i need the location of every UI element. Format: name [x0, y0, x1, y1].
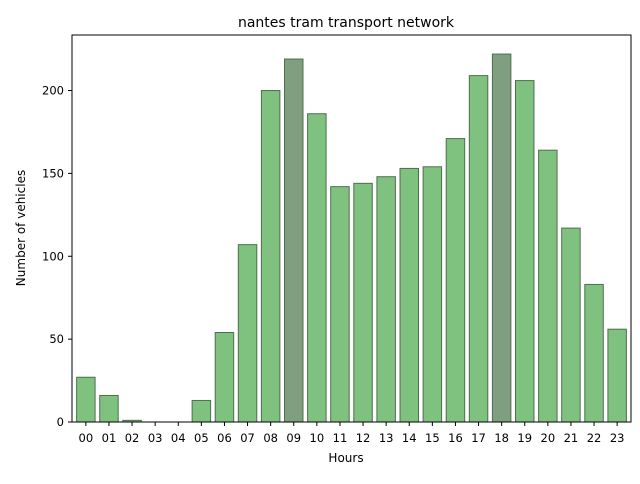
y-tick-label: 100 — [42, 249, 64, 263]
x-axis-label: Hours — [328, 451, 363, 465]
x-tick-label: 10 — [310, 431, 325, 445]
bar-19 — [515, 80, 535, 423]
y-tick-label: 0 — [57, 415, 64, 429]
bar-07 — [237, 244, 258, 423]
bar-23 — [607, 328, 627, 423]
bar-20 — [538, 149, 558, 423]
y-tick-label: 200 — [42, 84, 64, 98]
bar-11 — [330, 186, 350, 423]
y-ticks-group: 0 50 100 150 200 — [42, 84, 72, 429]
axes-frame — [71, 34, 632, 423]
x-tick-label: 20 — [541, 431, 556, 445]
bar-12 — [353, 182, 373, 423]
bar-05 — [191, 399, 212, 423]
bar-13 — [376, 176, 396, 423]
x-tick-label: 23 — [610, 431, 625, 445]
bar-08 — [260, 90, 281, 423]
x-tick-label: 03 — [148, 431, 163, 445]
bar-22 — [584, 283, 604, 423]
x-tick-label: 05 — [194, 431, 209, 445]
bars-group — [76, 53, 627, 423]
bar-21 — [561, 227, 581, 423]
x-ticks-group: 00 01 02 03 04 05 06 07 08 09 10 11 12 13 14 15 16 17 18 19… — [79, 422, 625, 445]
x-tick-label: 21 — [564, 431, 579, 445]
x-tick-label: 06 — [217, 431, 232, 445]
bar-18 — [491, 53, 512, 423]
bar-10 — [307, 113, 327, 423]
bar-14 — [399, 167, 419, 423]
x-tick-label: 19 — [517, 431, 532, 445]
x-tick-label: 08 — [263, 431, 278, 445]
x-tick-label: 07 — [240, 431, 255, 445]
x-tick-label: 18 — [494, 431, 509, 445]
x-tick-label: 15 — [425, 431, 440, 445]
x-tick-label: 04 — [171, 431, 186, 445]
chart-title: nantes tram transport network — [238, 15, 455, 31]
x-tick-label: 01 — [102, 431, 117, 445]
y-tick-label: 150 — [42, 166, 64, 180]
x-tick-label: 16 — [448, 431, 463, 445]
x-tick-label: 14 — [402, 431, 417, 445]
bar-15 — [422, 166, 443, 423]
y-tick-label: 50 — [49, 332, 64, 346]
x-tick-label: 13 — [379, 431, 394, 445]
x-tick-label: 00 — [79, 431, 94, 445]
bar-09 — [284, 58, 304, 423]
y-axis-label: Number of vehicles — [14, 170, 28, 286]
x-tick-label: 02 — [125, 431, 140, 445]
bar-00 — [76, 376, 96, 423]
x-tick-label: 12 — [356, 431, 371, 445]
x-tick-label: 11 — [333, 431, 348, 445]
bar-06 — [214, 332, 235, 423]
bar-17 — [468, 75, 489, 423]
plot-frame — [71, 34, 632, 423]
x-tick-label: 09 — [286, 431, 301, 445]
x-tick-label: 17 — [471, 431, 486, 445]
bar-16 — [445, 138, 466, 423]
x-tick-label: 22 — [587, 431, 602, 445]
bar-01 — [99, 394, 119, 423]
